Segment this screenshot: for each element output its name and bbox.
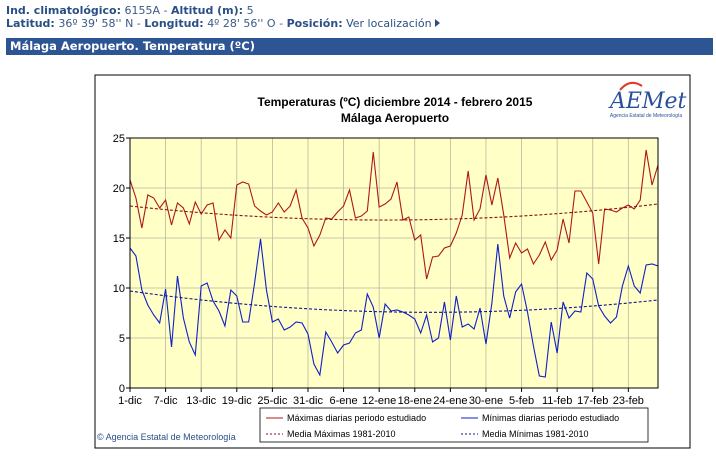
latitude-value: 36º 39' 58'' N bbox=[58, 17, 134, 30]
series-line-0 bbox=[129, 149, 659, 280]
x-tick-label: 6-ene bbox=[330, 395, 358, 407]
series-line-1 bbox=[129, 238, 659, 378]
y-tick-label: 25 bbox=[113, 133, 125, 145]
location-link-text[interactable]: Ver localización bbox=[346, 17, 432, 30]
location-link[interactable]: Ver localización bbox=[346, 17, 440, 30]
climate-index-value: 6155A bbox=[124, 4, 161, 17]
y-tick-label: 10 bbox=[113, 283, 125, 295]
y-tick-label: 0 bbox=[119, 383, 125, 395]
y-tick-label: 20 bbox=[113, 183, 125, 195]
legend-label-max: Máximas diarias periodo estudiado bbox=[287, 413, 426, 423]
legend-label-mean-max: Media Máximas 1981-2010 bbox=[287, 429, 396, 439]
copyright-text: © Agencia Estatal de Meteorología bbox=[97, 432, 236, 442]
station-title-bar: Málaga Aeropuerto. Temperatura (ºC) bbox=[6, 38, 713, 55]
series-layer bbox=[129, 149, 659, 378]
series-line-2 bbox=[129, 203, 659, 221]
climate-index-label: Ind. climatológico: bbox=[6, 4, 122, 17]
altitude-value: 5 bbox=[246, 4, 254, 17]
x-tick-label: 13-dic bbox=[186, 395, 216, 407]
position-label: Posición: bbox=[286, 17, 343, 30]
x-tick-label: 31-dic bbox=[293, 395, 323, 407]
x-tick-label: 7-dic bbox=[154, 395, 178, 407]
chart-title: Temperaturas (ºC) diciembre 2014 - febre… bbox=[258, 95, 533, 109]
x-tick-label: 18-ene bbox=[398, 395, 432, 407]
legend-item-min: Mínimas diarias periodo estudiado bbox=[461, 413, 619, 423]
x-tick-label: 12-ene bbox=[362, 395, 396, 407]
station-meta-line-1: Ind. climatológico: 6155A - Altitud (m):… bbox=[6, 4, 254, 18]
logo-subtitle: Agencia Estatal de Meteorología bbox=[610, 113, 682, 119]
series-line-3 bbox=[129, 290, 659, 313]
meta-separator: - bbox=[136, 17, 141, 30]
y-tick-label: 15 bbox=[113, 233, 125, 245]
y-tick-label: 5 bbox=[119, 333, 125, 345]
caret-right-icon bbox=[434, 19, 440, 27]
chart-subtitle: Málaga Aeropuerto bbox=[341, 111, 449, 125]
x-tick-label: 24-ene bbox=[433, 395, 467, 407]
meta-separator: - bbox=[279, 17, 284, 30]
legend bbox=[259, 407, 649, 443]
x-tick-label: 17-feb bbox=[577, 395, 608, 407]
station-meta-line-2: Latitud: 36º 39' 58'' N - Longitud: 4º 2… bbox=[6, 17, 440, 31]
legend-item-mean-max: Media Máximas 1981-2010 bbox=[266, 429, 396, 439]
logo-swoosh-icon bbox=[619, 81, 643, 91]
x-tick-label: 25-dic bbox=[257, 395, 287, 407]
longitude-value: 4º 28' 56'' O bbox=[207, 17, 276, 30]
legend-label-mean-min: Media Mínimas 1981-2010 bbox=[482, 429, 589, 439]
altitude-label: Altitud (m): bbox=[171, 4, 244, 17]
x-tick-label: 19-dic bbox=[222, 395, 252, 407]
x-axis: 1-dic 7-dic 13-dic 19-dic 25-dic 31-dic 6-ene 1… bbox=[118, 388, 644, 407]
latitude-label: Latitud: bbox=[6, 17, 55, 30]
x-tick-label: 23-feb bbox=[613, 395, 644, 407]
legend-item-max: Máximas diarias periodo estudiado bbox=[266, 413, 426, 423]
longitude-label: Longitud: bbox=[144, 17, 204, 30]
x-tick-label: 5-feb bbox=[509, 395, 534, 407]
x-tick-label: 30-ene bbox=[469, 395, 503, 407]
y-axis: 0 5 10 15 20 25 bbox=[113, 133, 130, 395]
plot-border bbox=[129, 137, 659, 389]
legend-label-min: Mínimas diarias periodo estudiado bbox=[482, 413, 619, 423]
meta-separator: - bbox=[163, 4, 168, 17]
aemet-logo: AEMet Agencia Estatal de Meteorología bbox=[608, 81, 686, 119]
logo-text: AEMet bbox=[608, 89, 686, 114]
x-tick-label: 1-dic bbox=[118, 395, 142, 407]
legend-item-mean-min: Media Mínimas 1981-2010 bbox=[461, 429, 589, 439]
x-tick-label: 11-feb bbox=[542, 395, 572, 407]
plot-area bbox=[130, 138, 658, 388]
copyright: © Agencia Estatal de Meteorología bbox=[97, 432, 236, 442]
